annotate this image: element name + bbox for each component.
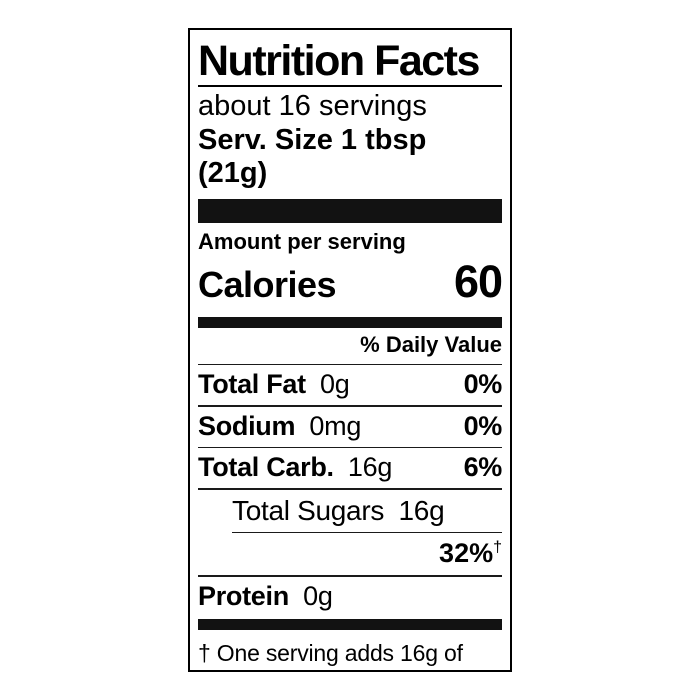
added-sugars-daily-value-row: 32%† bbox=[198, 533, 502, 575]
label-title: Nutrition Facts bbox=[198, 37, 480, 85]
calories-value: 60 bbox=[453, 255, 503, 307]
nutrition-facts-label: Nutrition Facts about 16 servings Serv. … bbox=[188, 28, 512, 672]
serving-size: Serv. Size 1 tbsp (21g) bbox=[198, 123, 427, 189]
nutrient-amount: 16g bbox=[347, 452, 393, 483]
nutrient-row-total-fat: Total Fat 0g 0% bbox=[198, 365, 502, 405]
nutrient-row-sodium: Sodium 0mg 0% bbox=[198, 407, 502, 447]
title-divider bbox=[198, 85, 502, 88]
divider bbox=[198, 575, 502, 577]
divider bbox=[198, 363, 502, 366]
total-sugars-amount: 16g bbox=[398, 494, 445, 526]
nutrient-daily-value: 0% bbox=[463, 410, 503, 441]
divider bbox=[198, 405, 502, 407]
protein-amount: 0g bbox=[303, 580, 333, 611]
calories-row: Calories 60 bbox=[198, 255, 503, 308]
nutrient-name-amount: Total Carb. 16g bbox=[198, 452, 392, 483]
dagger-symbol: † bbox=[493, 539, 502, 557]
nutrient-row-total-carb: Total Carb. 16g 6% bbox=[198, 448, 502, 488]
protein-label: Protein bbox=[198, 580, 289, 611]
nutrient-name: Total Fat bbox=[198, 369, 306, 400]
total-sugars-label: Total Sugars bbox=[232, 494, 385, 526]
footnote: † One serving adds 16g of sugar to your … bbox=[198, 638, 502, 670]
thick-separator-bar-top bbox=[198, 199, 502, 224]
nutrient-amount: 0g bbox=[320, 369, 350, 400]
nutrient-daily-value: 0% bbox=[463, 369, 503, 400]
divider bbox=[198, 446, 502, 449]
nutrient-amount: 0mg bbox=[309, 410, 362, 441]
nutrient-daily-value: 6% bbox=[463, 452, 503, 483]
nutrient-name-amount: Total Fat 0g bbox=[198, 369, 350, 400]
medium-separator-bar-bottom bbox=[198, 618, 502, 630]
footnote-line: † One serving adds 16g of sugar bbox=[198, 639, 463, 666]
protein-row: Protein 0g bbox=[198, 577, 502, 619]
divider bbox=[198, 488, 502, 490]
total-sugars-row: Total Sugars 16g bbox=[232, 490, 502, 532]
indented-divider bbox=[232, 531, 502, 534]
nutrient-name: Sodium bbox=[198, 410, 296, 441]
nutrient-name-amount: Sodium 0mg bbox=[198, 411, 361, 442]
added-sugars-dv: 32% bbox=[439, 538, 494, 569]
calories-label: Calories bbox=[198, 263, 337, 305]
medium-separator-bar-calories bbox=[198, 316, 502, 328]
servings-count: about 16 servings bbox=[198, 90, 427, 123]
amount-per-serving-label: Amount per serving bbox=[198, 229, 406, 255]
daily-value-header: % Daily Value bbox=[360, 331, 502, 357]
nutrient-name: Total Carb. bbox=[198, 452, 334, 483]
